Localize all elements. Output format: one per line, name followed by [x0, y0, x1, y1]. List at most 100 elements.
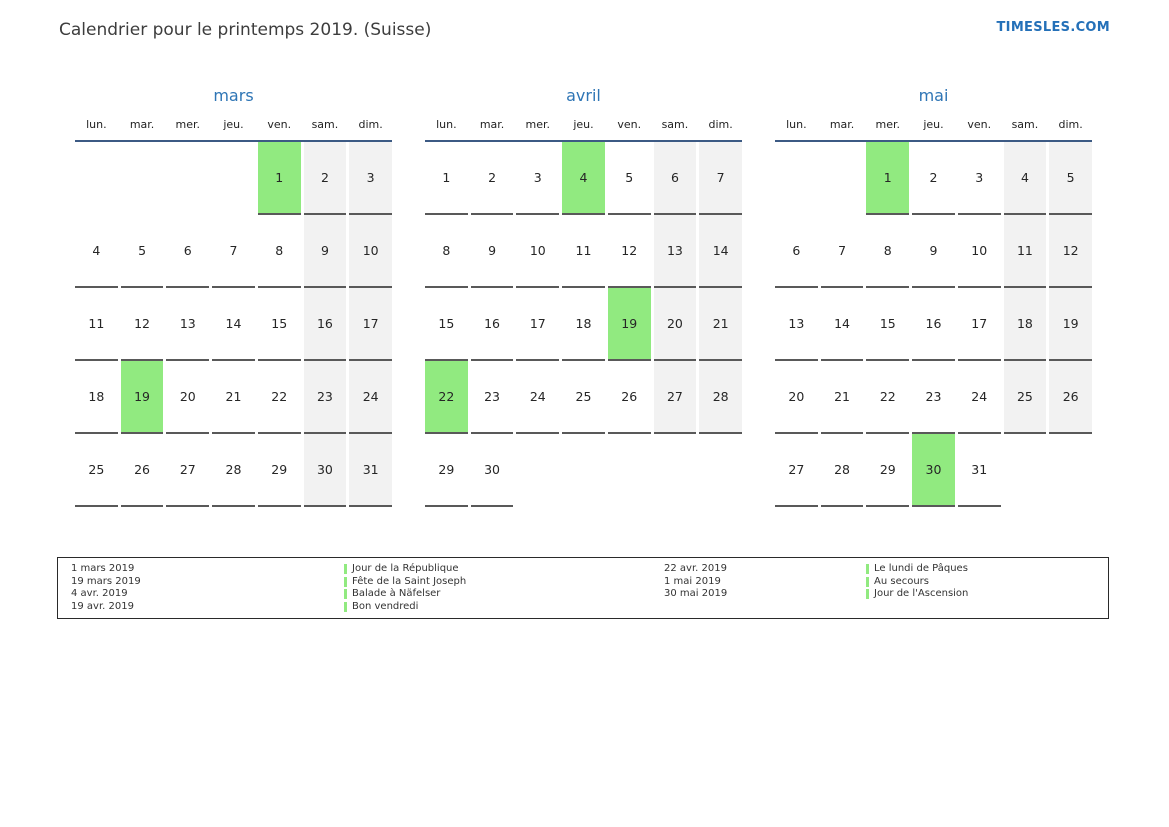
day-cell: 25 — [562, 361, 605, 434]
legend-date: 1 mai 2019 — [664, 575, 721, 587]
legend-entry: Le lundi de Pâques — [866, 563, 968, 576]
day-cell: 8 — [866, 215, 910, 288]
holidays-legend: 1 mars 2019 19 mars 2019 4 avr. 2019 19 avr… — [57, 557, 1109, 619]
empty-cell — [608, 434, 651, 507]
day-cell: 23 — [470, 361, 514, 434]
month-grid: 1 2 3 4 5 6 7 8 9 10 11 12 13 14 15 16 17 18 19 20 21 22 23 24 2… — [75, 142, 392, 507]
weekday-header-row: lun. mar. mer. jeu. ven. sam. dim. — [425, 118, 742, 140]
weekday-label: lun. — [86, 118, 107, 131]
day-cell: 5 — [607, 142, 651, 215]
day-cell: 30 — [470, 434, 514, 507]
day-cell: 16 — [303, 288, 347, 361]
legend-labels-column: Jour de la République Fête de la Saint Jo… — [344, 563, 466, 613]
legend-labels-column: Le lundi de Pâques Au secours Jour de l'As… — [866, 563, 968, 601]
weekday-label: ven. — [617, 118, 642, 131]
header-underline — [775, 140, 1092, 142]
month-grid: 1 2 3 4 5 6 7 8 9 10 11 12 13 14 15 16 17 18 19 20 21 22 23 24 2… — [425, 142, 742, 507]
empty-cell — [166, 142, 209, 215]
empty-cell — [516, 434, 559, 507]
day-cell: 26 — [607, 361, 651, 434]
day-cell: 25 — [75, 434, 118, 507]
day-cell: 25 — [1003, 361, 1047, 434]
day-cell: 24 — [349, 361, 392, 434]
empty-cell — [75, 142, 118, 215]
day-cell: 7 — [699, 142, 742, 215]
legend-label-text: Au secours — [874, 575, 929, 587]
day-cell: 13 — [775, 288, 818, 361]
day-cell: 7 — [820, 215, 864, 288]
day-cell: 15 — [425, 288, 468, 361]
weekday-label: mer. — [175, 118, 201, 131]
day-cell: 11 — [562, 215, 605, 288]
empty-cell — [775, 142, 818, 215]
weekday-label: dim. — [1058, 118, 1083, 131]
empty-cell — [212, 142, 255, 215]
weekday-label: jeu. — [223, 118, 244, 131]
weekday-label: dim. — [708, 118, 733, 131]
day-cell: 20 — [775, 361, 818, 434]
holiday-marker-icon — [344, 601, 347, 612]
holiday-marker-icon — [344, 564, 347, 575]
day-cell: 9 — [303, 215, 347, 288]
weekday-label: sam. — [311, 118, 339, 131]
day-cell: 11 — [1003, 215, 1047, 288]
day-cell: 28 — [212, 434, 255, 507]
calendar-month-mai: mai lun. mar. mer. jeu. ven. sam. dim. 1 2 3 4 5 6 7 8 9… — [775, 86, 1092, 507]
day-cell: 6 — [166, 215, 210, 288]
site-link[interactable]: TIMESLES.COM — [996, 20, 1110, 35]
day-cell: 2 — [912, 142, 955, 215]
day-cell: 13 — [653, 215, 697, 288]
day-cell: 5 — [120, 215, 164, 288]
month-title: mars — [213, 86, 254, 105]
weekday-label: jeu. — [923, 118, 944, 131]
weekday-label: sam. — [1011, 118, 1039, 131]
header-underline — [425, 140, 742, 142]
calendars-row: mars lun. mar. mer. jeu. ven. sam. dim. 1 2 3 4 5 6 7 8… — [75, 86, 1092, 507]
day-cell: 27 — [653, 361, 697, 434]
day-cell: 31 — [349, 434, 392, 507]
day-cell: 22 — [257, 361, 301, 434]
day-cell: 14 — [699, 215, 742, 288]
day-cell: 28 — [699, 361, 742, 434]
legend-dates-column: 22 avr. 2019 1 mai 2019 30 mai 2019 — [664, 563, 727, 601]
holiday-marker-icon — [866, 589, 869, 600]
day-cell: 15 — [257, 288, 301, 361]
month-title: mai — [918, 86, 949, 105]
legend-label-text: Jour de l'Ascension — [874, 588, 969, 599]
day-cell: 26 — [120, 434, 164, 507]
empty-cell — [654, 434, 697, 507]
day-cell: 12 — [1049, 215, 1092, 288]
day-cell: 30 — [303, 434, 347, 507]
day-cell: 3 — [516, 142, 560, 215]
day-cell: 1 — [257, 142, 301, 215]
weekday-label: mer. — [875, 118, 901, 131]
day-cell: 19 — [120, 361, 164, 434]
day-cell: 8 — [257, 215, 301, 288]
calendar-month-mars: mars lun. mar. mer. jeu. ven. sam. dim. 1 2 3 4 5 6 7 8… — [75, 86, 392, 507]
legend-entry: Balade à Näfelser — [344, 588, 466, 601]
weekday-label: jeu. — [573, 118, 594, 131]
day-cell: 26 — [1049, 361, 1092, 434]
page-title: Calendrier pour le printemps 2019. (Suis… — [59, 20, 432, 40]
day-cell: 6 — [775, 215, 818, 288]
day-cell: 19 — [607, 288, 651, 361]
month-title: avril — [566, 86, 601, 105]
empty-cell — [562, 434, 605, 507]
day-cell: 11 — [75, 288, 118, 361]
day-cell: 18 — [1003, 288, 1047, 361]
day-cell: 13 — [166, 288, 210, 361]
empty-cell — [1049, 434, 1092, 507]
day-cell: 4 — [75, 215, 118, 288]
legend-label-text: Le lundi de Pâques — [874, 563, 968, 574]
weekday-label: lun. — [786, 118, 807, 131]
legend-date: 1 mars 2019 — [71, 563, 135, 574]
legend-date: 19 avr. 2019 — [71, 600, 134, 612]
weekday-label: mer. — [525, 118, 551, 131]
day-cell: 20 — [653, 288, 697, 361]
legend-entry: Bon vendredi — [344, 601, 466, 614]
legend-dates-column: 1 mars 2019 19 mars 2019 4 avr. 2019 19 avr… — [71, 563, 141, 613]
day-cell: 24 — [516, 361, 560, 434]
legend-label-text: Jour de la République — [352, 563, 459, 574]
day-cell: 15 — [866, 288, 910, 361]
day-cell: 17 — [349, 288, 392, 361]
